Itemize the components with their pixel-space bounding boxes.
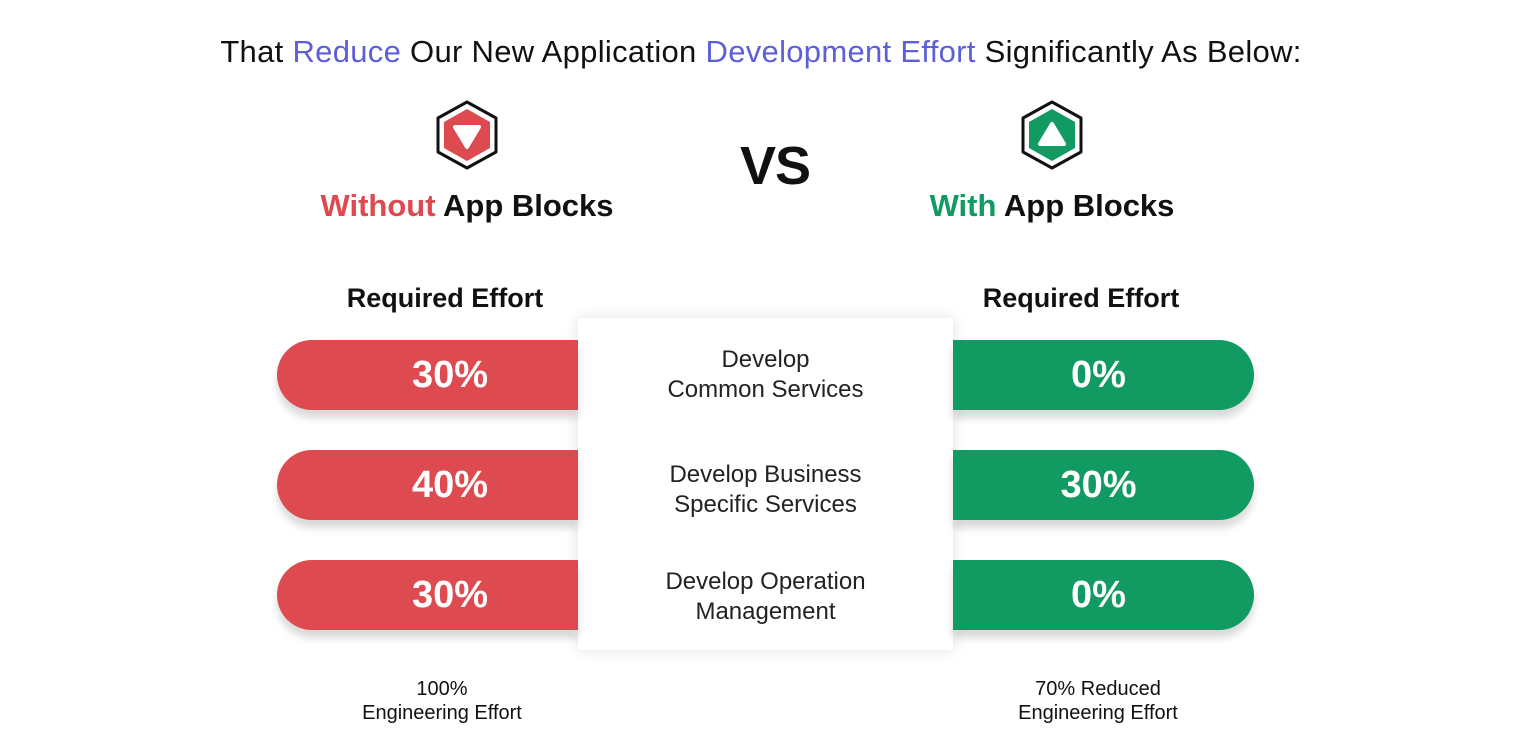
title-text: Our New Application: [401, 34, 706, 69]
with-rest: App Blocks: [996, 188, 1175, 223]
right-effort-bar: 0%: [953, 560, 1254, 630]
right-effort-bar: 30%: [953, 450, 1254, 520]
with-highlight: With: [929, 188, 997, 223]
page-title: That Reduce Our New Application Developm…: [0, 34, 1522, 70]
service-line: Develop Business: [669, 461, 862, 488]
service-line: Common Services: [667, 376, 864, 403]
footer-line: 100%: [416, 678, 468, 700]
title-accent: Development Effort: [705, 34, 976, 69]
service-line: Specific Services: [674, 491, 857, 518]
right-effort-bar: 0%: [953, 340, 1254, 410]
without-highlight: Without: [320, 188, 436, 223]
without-rest: App Blocks: [435, 188, 614, 223]
title-text: Significantly As Below:: [975, 34, 1302, 69]
service-line: Management: [695, 598, 836, 625]
service-line: Develop Operation: [665, 568, 866, 595]
hexagon-arrow-up-icon: [1021, 100, 1083, 170]
service-label: Develop Common Services: [578, 345, 953, 405]
with-heading: With App Blocks: [852, 188, 1252, 224]
left-required-effort-label: Required Effort: [346, 283, 544, 313]
left-effort-bar: 30%: [277, 340, 578, 410]
footer-line: 70% Reduced: [1035, 678, 1161, 700]
without-heading: Without App Blocks: [267, 188, 667, 224]
left-footer: 100% Engineering Effort: [312, 677, 572, 725]
left-effort-bar: 30%: [277, 560, 578, 630]
right-required-effort-label: Required Effort: [982, 283, 1180, 313]
vs-label: VS: [739, 136, 811, 196]
footer-line: Engineering Effort: [1018, 702, 1178, 724]
footer-line: Engineering Effort: [362, 702, 522, 724]
left-effort-bar: 40%: [277, 450, 578, 520]
service-line: Develop: [721, 346, 810, 373]
right-footer: 70% Reduced Engineering Effort: [968, 677, 1228, 725]
service-label: Develop Business Specific Services: [578, 460, 953, 520]
services-card: [578, 318, 953, 650]
title-text: That: [220, 34, 293, 69]
hexagon-arrow-down-icon: [436, 100, 498, 170]
service-label: Develop Operation Management: [578, 567, 953, 627]
title-accent: Reduce: [292, 34, 402, 69]
